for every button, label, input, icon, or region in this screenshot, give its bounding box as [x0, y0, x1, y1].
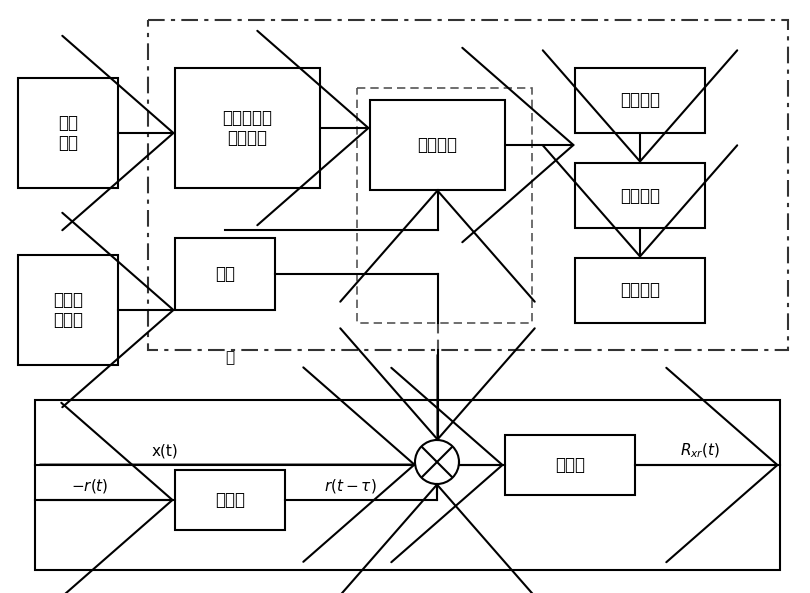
Text: 积分器: 积分器 — [555, 456, 585, 474]
Text: $R_{xr}(t)$: $R_{xr}(t)$ — [680, 442, 720, 460]
Bar — [35, 400, 780, 570]
Text: 信号
输入: 信号 输入 — [58, 114, 78, 152]
Bar — [175, 68, 320, 188]
Text: 信号输出: 信号输出 — [620, 282, 660, 299]
Bar — [370, 100, 505, 190]
Bar — [18, 78, 118, 188]
Text: 参考信
号输入: 参考信 号输入 — [53, 291, 83, 329]
Bar — [505, 435, 635, 495]
Bar — [575, 68, 705, 133]
Text: $r(t-\tau)$: $r(t-\tau)$ — [324, 477, 377, 495]
Bar — [175, 470, 285, 530]
Text: x(t): x(t) — [151, 443, 178, 458]
Text: 硬: 硬 — [225, 350, 235, 365]
Bar — [575, 163, 705, 228]
Text: $-r(t)$: $-r(t)$ — [71, 477, 109, 495]
Text: 延时器: 延时器 — [215, 491, 245, 509]
Bar — [148, 20, 788, 350]
Text: 移相: 移相 — [215, 265, 235, 283]
Bar — [575, 258, 705, 323]
Bar — [175, 238, 275, 310]
Bar — [18, 255, 118, 365]
Circle shape — [415, 440, 459, 484]
Text: 低通滤波: 低通滤波 — [620, 91, 660, 110]
Text: 直流放大: 直流放大 — [620, 187, 660, 205]
Text: 前置放大及
滤波处理: 前置放大及 滤波处理 — [223, 109, 272, 148]
Text: 相敏检波: 相敏检波 — [417, 136, 458, 154]
Bar — [357, 88, 532, 323]
